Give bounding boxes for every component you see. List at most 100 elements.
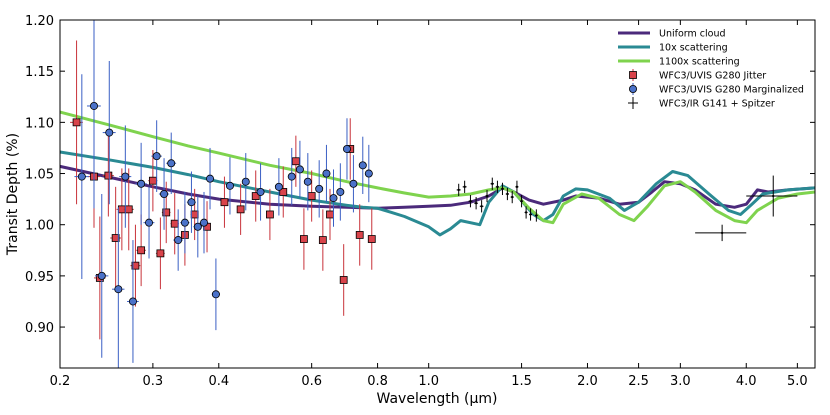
point-wfc3-uvis-g280-marginalized-16 [199, 218, 208, 227]
point-wfc3-uvis-g280-marginalized-10 [160, 189, 169, 198]
legend-entry-1100x-scattering: 1100x scattering [618, 57, 740, 68]
point-wfc3-uvis-g280-marginalized-1 [89, 101, 98, 110]
legend: Uniform cloud 10x scattering 1100x scatt… [618, 29, 804, 110]
y-tick-label-0: 0.90 [25, 321, 54, 336]
legend-label-uniform-cloud: Uniform cloud [659, 29, 726, 40]
point-wfc3-uvis-g280-marginalized-12 [174, 236, 183, 245]
point-wfc3-ir-g141-spitzer-4 [480, 205, 483, 208]
point-wfc3-ir-g141-spitzer-8 [501, 187, 504, 191]
point-wfc3-uvis-g280-marginalized-22 [274, 182, 283, 191]
point-wfc3-uvis-g280-jitter-24 [318, 236, 327, 244]
legend-label-marginalized: WFC3/UVIS G280 Marginalized [659, 85, 804, 96]
point-wfc3-uvis-g280-jitter-6 [124, 205, 133, 214]
point-wfc3-uvis-g280-marginalized-20 [241, 177, 250, 186]
x-tick-label-7: 2.0 [577, 374, 598, 389]
point-wfc3-uvis-g280-jitter-28 [355, 231, 364, 239]
point-wfc3-uvis-g280-jitter-12 [170, 219, 179, 228]
point-wfc3-uvis-g280-jitter-18 [251, 192, 260, 200]
x-tick-label-11: 5.0 [787, 374, 808, 389]
legend-entry-10x-scattering: 10x scattering [618, 43, 728, 54]
legend-entry-ir-spitzer: WFC3/IR G141 + Spitzer [628, 97, 775, 110]
x-tick-label-9: 3.0 [670, 374, 691, 389]
point-wfc3-uvis-g280-jitter-11 [162, 208, 171, 217]
dataset-wfc3-uvis-g280-marginalized [74, 20, 373, 368]
y-axis-ticks: 0.90 0.95 1.00 1.05 1.10 1.15 1.20 [25, 14, 815, 336]
point-wfc3-uvis-g280-marginalized-15 [193, 222, 202, 231]
point-wfc3-ir-g141-spitzer-9 [506, 192, 509, 196]
point-wfc3-uvis-g280-marginalized-33 [364, 169, 373, 178]
point-wfc3-uvis-g280-marginalized-25 [303, 177, 312, 186]
point-wfc3-uvis-g280-marginalized-27 [322, 169, 331, 178]
x-tick-label-3: 0.6 [301, 374, 322, 389]
point-wfc3-ir-g141-spitzer-12 [520, 199, 523, 203]
x-tick-label-10: 4.0 [736, 374, 757, 389]
point-wfc3-uvis-g280-marginalized-9 [152, 152, 161, 161]
point-wfc3-uvis-g280-marginalized-17 [206, 174, 215, 183]
y-tick-label-5: 1.15 [25, 65, 54, 80]
point-wfc3-uvis-g280-jitter-3 [104, 171, 113, 180]
x-tick-label-5: 1.0 [418, 374, 439, 389]
x-tick-label-1: 0.3 [143, 374, 164, 389]
point-wfc3-uvis-g280-marginalized-21 [256, 187, 265, 196]
plot-frame [59, 19, 816, 369]
point-wfc3-uvis-g280-jitter-7 [131, 261, 140, 270]
point-wfc3-uvis-g280-jitter-4 [111, 234, 120, 242]
point-wfc3-uvis-g280-jitter-25 [326, 210, 334, 219]
point-wfc3-uvis-g280-marginalized-8 [145, 218, 154, 227]
point-wfc3-uvis-g280-jitter-29 [367, 235, 376, 243]
point-wfc3-uvis-g280-marginalized-5 [121, 172, 130, 181]
point-wfc3-uvis-g280-jitter-22 [300, 235, 308, 243]
point-wfc3-uvis-g280-jitter-8 [137, 246, 146, 255]
data-points [70, 20, 798, 368]
point-wfc3-uvis-g280-marginalized-32 [358, 161, 367, 170]
point-wfc3-uvis-g280-marginalized-23 [287, 172, 296, 181]
x-tick-label-6: 1.5 [511, 374, 532, 389]
point-wfc3-uvis-g280-marginalized-31 [349, 179, 358, 188]
point-wfc3-ir-g141-spitzer-11 [515, 185, 519, 189]
point-wfc3-uvis-g280-jitter-21 [291, 157, 300, 166]
point-wfc3-uvis-g280-jitter-19 [266, 210, 274, 219]
legend-entry-uniform-cloud: Uniform cloud [618, 29, 726, 40]
point-wfc3-uvis-g280-marginalized-2 [97, 271, 106, 280]
point-wfc3-uvis-g280-marginalized-3 [105, 128, 114, 137]
point-wfc3-uvis-g280-jitter-0 [72, 118, 81, 127]
point-wfc3-uvis-g280-marginalized-18 [211, 290, 220, 299]
x-axis-label: Wavelength (μm) [377, 391, 498, 407]
x-tick-label-8: 2.5 [628, 374, 649, 389]
y-tick-label-1: 0.95 [25, 270, 54, 285]
x-axis-ticks: 0.2 0.3 0.4 0.6 0.8 1.0 1.5 2.0 2.5 3.0 4.0 5.0 [50, 20, 808, 389]
legend-label-10x-scattering: 10x scattering [659, 43, 728, 54]
y-tick-label-6: 1.20 [25, 14, 54, 29]
point-wfc3-ir-g141-spitzer-10 [511, 195, 514, 199]
point-wfc3-uvis-g280-marginalized-29 [336, 187, 345, 196]
point-wfc3-ir-g141-spitzer-6 [491, 182, 494, 185]
point-wfc3-ir-g141-spitzer-5 [485, 194, 489, 198]
dataset-wfc3-ir-g141-spitzer [456, 175, 798, 242]
point-wfc3-ir-g141-spitzer-7 [496, 185, 499, 189]
legend-label-1100x-scattering: 1100x scattering [659, 57, 740, 68]
legend-label-ir-spitzer: WFC3/IR G141 + Spitzer [659, 99, 775, 110]
y-tick-label-4: 1.10 [25, 116, 54, 131]
point-wfc3-uvis-g280-jitter-17 [236, 205, 245, 214]
point-wfc3-ir-g141-spitzer-17 [772, 194, 775, 198]
x-tick-label-4: 0.8 [367, 374, 388, 389]
point-wfc3-uvis-g280-jitter-23 [307, 192, 316, 200]
legend-entry-jitter: WFC3/UVIS G280 Jitter [629, 69, 766, 82]
point-wfc3-uvis-g280-jitter-14 [190, 210, 199, 219]
point-wfc3-uvis-g280-marginalized-24 [295, 165, 304, 174]
point-wfc3-ir-g141-spitzer-3 [474, 202, 478, 205]
point-wfc3-uvis-g280-marginalized-13 [180, 218, 189, 227]
point-wfc3-uvis-g280-marginalized-0 [77, 172, 86, 181]
legend-marker-marginalized [629, 85, 638, 94]
point-wfc3-uvis-g280-marginalized-7 [137, 179, 146, 188]
point-wfc3-ir-g141-spitzer-14 [529, 213, 532, 216]
point-wfc3-uvis-g280-marginalized-26 [315, 184, 324, 193]
point-wfc3-uvis-g280-jitter-16 [220, 198, 229, 207]
y-tick-label-2: 1.00 [25, 219, 54, 234]
legend-entry-marginalized: WFC3/UVIS G280 Marginalized [629, 83, 804, 96]
y-axis-label: Transit Depth (%) [5, 133, 21, 256]
point-wfc3-uvis-g280-marginalized-6 [128, 297, 137, 306]
point-wfc3-uvis-g280-jitter-10 [156, 249, 165, 258]
point-wfc3-uvis-g280-marginalized-19 [225, 181, 234, 190]
